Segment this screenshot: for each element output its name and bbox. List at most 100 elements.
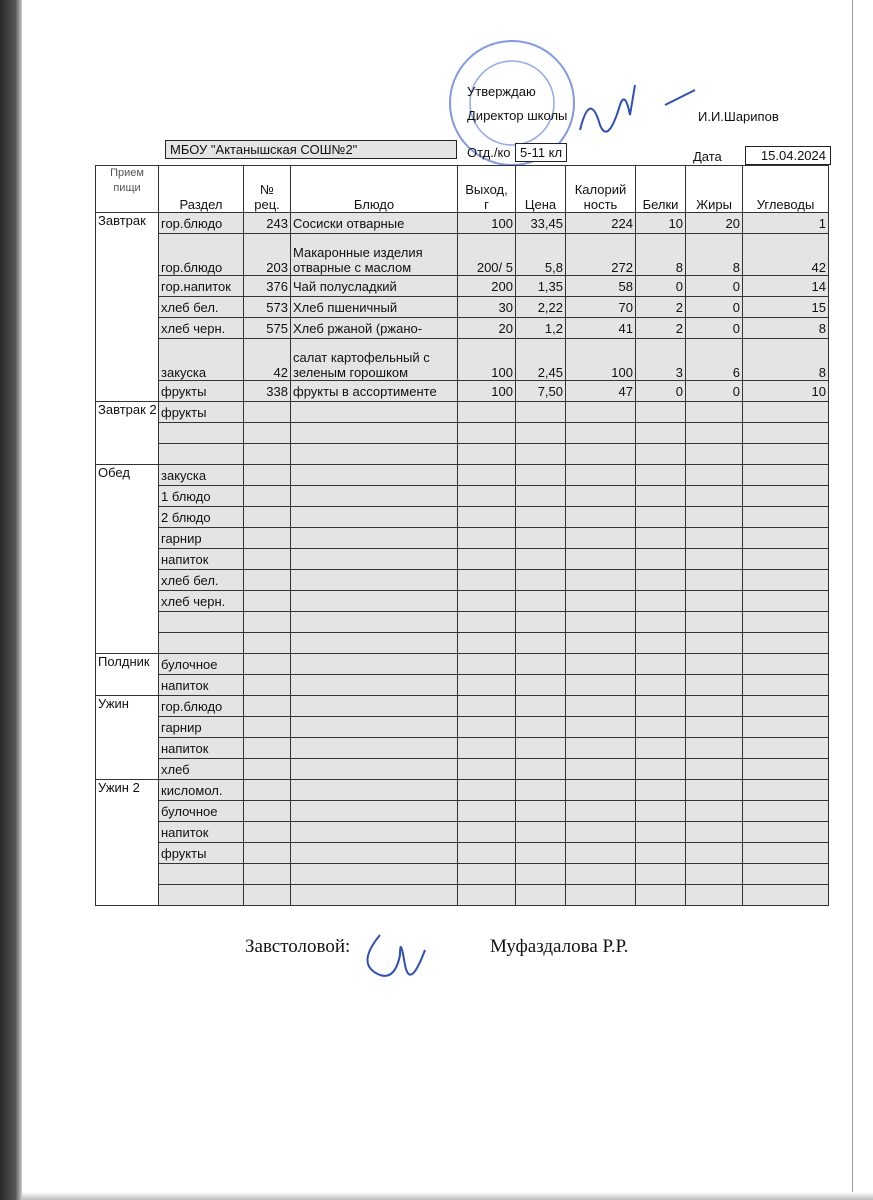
empty-cell: [290, 758, 458, 780]
empty-cell: [685, 716, 743, 738]
recipe: 42: [243, 338, 291, 381]
section: закуска: [158, 338, 244, 381]
kcal: 224: [565, 212, 636, 234]
empty-cell: [635, 758, 686, 780]
empty-cell: [515, 884, 566, 906]
meal-name: Завтрак: [95, 212, 159, 402]
empty-cell: [742, 716, 829, 738]
empty-cell: [635, 821, 686, 843]
section: кисломол.: [158, 779, 244, 801]
empty-cell: [742, 737, 829, 759]
empty-cell: [243, 653, 291, 675]
table-row: гор.блюдо 203 Макаронные изделия отварные …: [96, 233, 829, 276]
scan-edge: [852, 0, 853, 1200]
recipe: 203: [243, 233, 291, 276]
school: МБОУ "Актанышская СОШ№2": [165, 140, 457, 159]
column-header: Цена: [515, 165, 566, 213]
section: гор.блюдо: [158, 212, 244, 234]
empty-cell: [243, 632, 291, 654]
price: 1,35: [515, 275, 566, 297]
empty-cell: [635, 485, 686, 507]
empty-cell: [565, 569, 636, 591]
empty-cell: [635, 779, 686, 801]
table-row: фрукты: [96, 842, 829, 864]
empty-cell: [290, 779, 458, 801]
empty-cell: [565, 737, 636, 759]
empty-cell: [290, 506, 458, 528]
footer-label: Завстоловой:: [245, 936, 351, 957]
empty-cell: [243, 800, 291, 822]
empty-cell: [290, 569, 458, 591]
empty-cell: [685, 863, 743, 885]
empty-cell: [290, 611, 458, 633]
empty-cell: [515, 590, 566, 612]
table-row: 1 блюдо: [96, 485, 829, 507]
dish: салат картофельный с зеленым горошком: [290, 338, 458, 381]
table-row: [96, 611, 829, 633]
empty-cell: [635, 632, 686, 654]
empty-cell: [635, 863, 686, 885]
price: 5,8: [515, 233, 566, 276]
empty-cell: [685, 611, 743, 633]
empty-cell: [290, 590, 458, 612]
empty-cell: [565, 695, 636, 717]
empty-cell: [457, 611, 516, 633]
empty-cell: [635, 464, 686, 486]
column-header: Жиры: [685, 165, 743, 213]
empty-cell: [457, 527, 516, 549]
empty-cell: [290, 653, 458, 675]
empty-cell: [515, 569, 566, 591]
empty-cell: [158, 632, 244, 654]
header-row: Прием пищи Раздел № рец. Блюдо Выход, г Цена К…: [95, 165, 829, 213]
empty-cell: [565, 716, 636, 738]
empty-cell: [685, 653, 743, 675]
meal-name: Завтрак 2: [95, 401, 159, 465]
empty-cell: [685, 443, 743, 465]
empty-cell: [515, 422, 566, 444]
empty-cell: [685, 464, 743, 486]
table-row: Ужин гор.блюдо: [95, 695, 829, 780]
empty-cell: [290, 695, 458, 717]
column-header: Калорий ность: [565, 165, 636, 213]
table-row: хлеб бел. 573 Хлеб пшеничный 30 2,22 70 2 0 15: [96, 296, 829, 318]
section: гарнир: [158, 527, 244, 549]
empty-cell: [635, 527, 686, 549]
protein: 2: [635, 317, 686, 339]
empty-cell: [290, 485, 458, 507]
recipe: 243: [243, 212, 291, 234]
dish: Чай полусладкий: [290, 275, 458, 297]
empty-cell: [565, 863, 636, 885]
yield: 20: [457, 317, 516, 339]
empty-cell: [635, 548, 686, 570]
empty-cell: [742, 653, 829, 675]
empty-cell: [635, 590, 686, 612]
recipe: 338: [243, 380, 291, 402]
empty-cell: [515, 527, 566, 549]
section: хлеб бел.: [158, 296, 244, 318]
fat: 20: [685, 212, 743, 234]
fat: 0: [685, 296, 743, 318]
column-header: Белки: [635, 165, 686, 213]
empty-cell: [457, 737, 516, 759]
empty-cell: [515, 653, 566, 675]
empty-cell: [515, 464, 566, 486]
empty-cell: [457, 464, 516, 486]
empty-cell: [243, 884, 291, 906]
empty-cell: [685, 779, 743, 801]
section: хлеб черн.: [158, 317, 244, 339]
empty-cell: [243, 422, 291, 444]
dish: Макаронные изделия отварные с маслом: [290, 233, 458, 276]
empty-cell: [457, 695, 516, 717]
empty-cell: [158, 422, 244, 444]
empty-cell: [685, 485, 743, 507]
empty-cell: [515, 716, 566, 738]
empty-cell: [515, 758, 566, 780]
empty-cell: [515, 842, 566, 864]
kcal: 41: [565, 317, 636, 339]
empty-cell: [742, 443, 829, 465]
table-row: [96, 863, 829, 885]
empty-cell: [515, 863, 566, 885]
yield: 100: [457, 338, 516, 381]
empty-cell: [515, 695, 566, 717]
